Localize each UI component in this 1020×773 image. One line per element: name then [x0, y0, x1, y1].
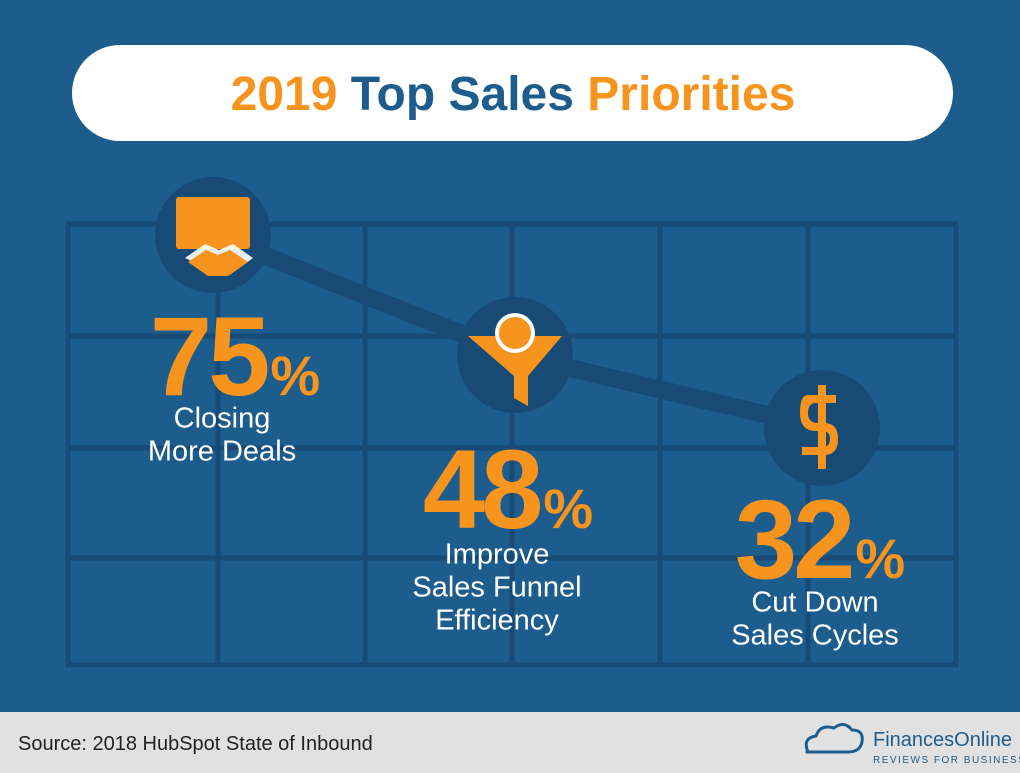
percent: 48%	[423, 427, 593, 552]
brand-name: FinancesOnline	[873, 729, 1012, 751]
percent-value: 75	[150, 294, 268, 419]
percent-value: 48	[423, 427, 540, 552]
item-label: Sales Cycles	[731, 620, 899, 652]
title-part: Priorities	[587, 68, 795, 121]
title: 2019 Top Sales Priorities	[231, 68, 796, 121]
percent-unit: %	[855, 527, 905, 590]
percent-value: 32	[735, 477, 852, 602]
item-label: Closing	[174, 403, 271, 435]
brand-logo	[804, 723, 864, 754]
item-label: Cut Down	[751, 587, 878, 619]
title-part: 2019	[231, 68, 338, 121]
percent: 75%	[150, 294, 320, 419]
percent-unit: %	[270, 344, 320, 407]
item-label: Improve	[445, 539, 550, 571]
header-pill	[72, 45, 953, 141]
brand-tagline: REVIEWS FOR BUSINESS	[873, 755, 1020, 766]
icons	[176, 197, 838, 469]
footer-bar	[0, 712, 1020, 773]
item-label: Sales Funnel	[412, 572, 581, 604]
item-label: More Deals	[148, 436, 296, 468]
title-part: Top Sales	[351, 68, 574, 121]
item-label: Efficiency	[435, 605, 559, 637]
percent: 32%	[735, 477, 905, 602]
source: Source: 2018 HubSpot State of Inbound	[18, 733, 373, 755]
percent-unit: %	[543, 477, 593, 540]
